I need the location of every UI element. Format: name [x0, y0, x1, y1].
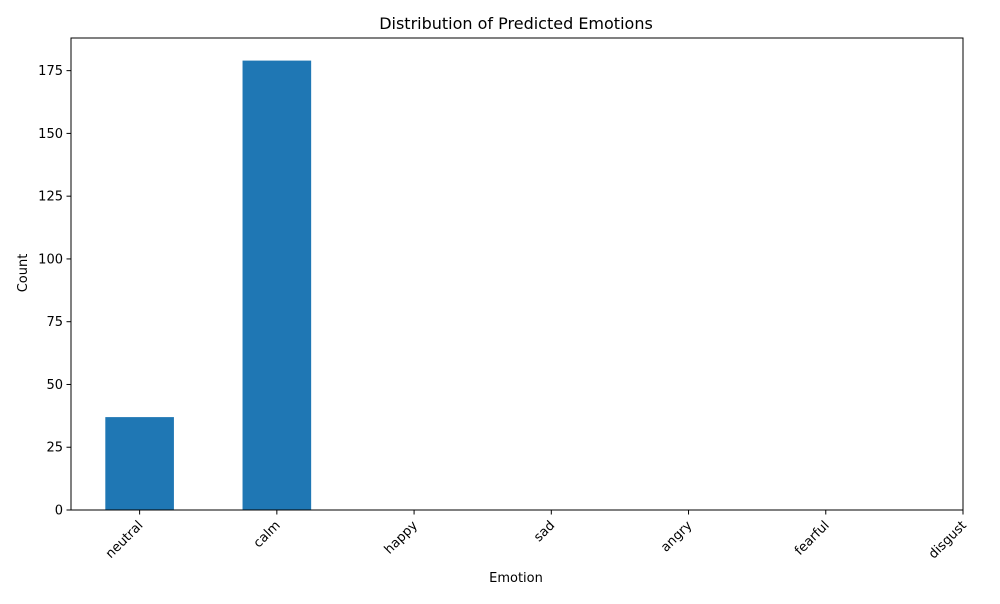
- y-tick-label: 150: [38, 127, 63, 142]
- bar-calm: [242, 60, 312, 511]
- y-tick-label: 175: [38, 64, 63, 79]
- y-tick-label: 25: [46, 441, 63, 456]
- bars-layer: [105, 60, 312, 511]
- chart-title: Distribution of Predicted Emotions: [379, 14, 653, 33]
- y-tick-label: 75: [46, 315, 63, 330]
- y-tick-label: 0: [55, 504, 63, 519]
- plot-frame: [70, 37, 964, 511]
- bar-neutral: [105, 417, 174, 510]
- y-axis-label: Count: [16, 254, 31, 293]
- y-tick-label: 125: [38, 190, 63, 205]
- y-tick-label: 50: [46, 378, 63, 393]
- y-axis-ticks: 0 25 50 75 100 125 150 175: [38, 64, 71, 519]
- x-axis-label: Emotion: [489, 571, 543, 586]
- y-tick-label: 100: [38, 252, 63, 267]
